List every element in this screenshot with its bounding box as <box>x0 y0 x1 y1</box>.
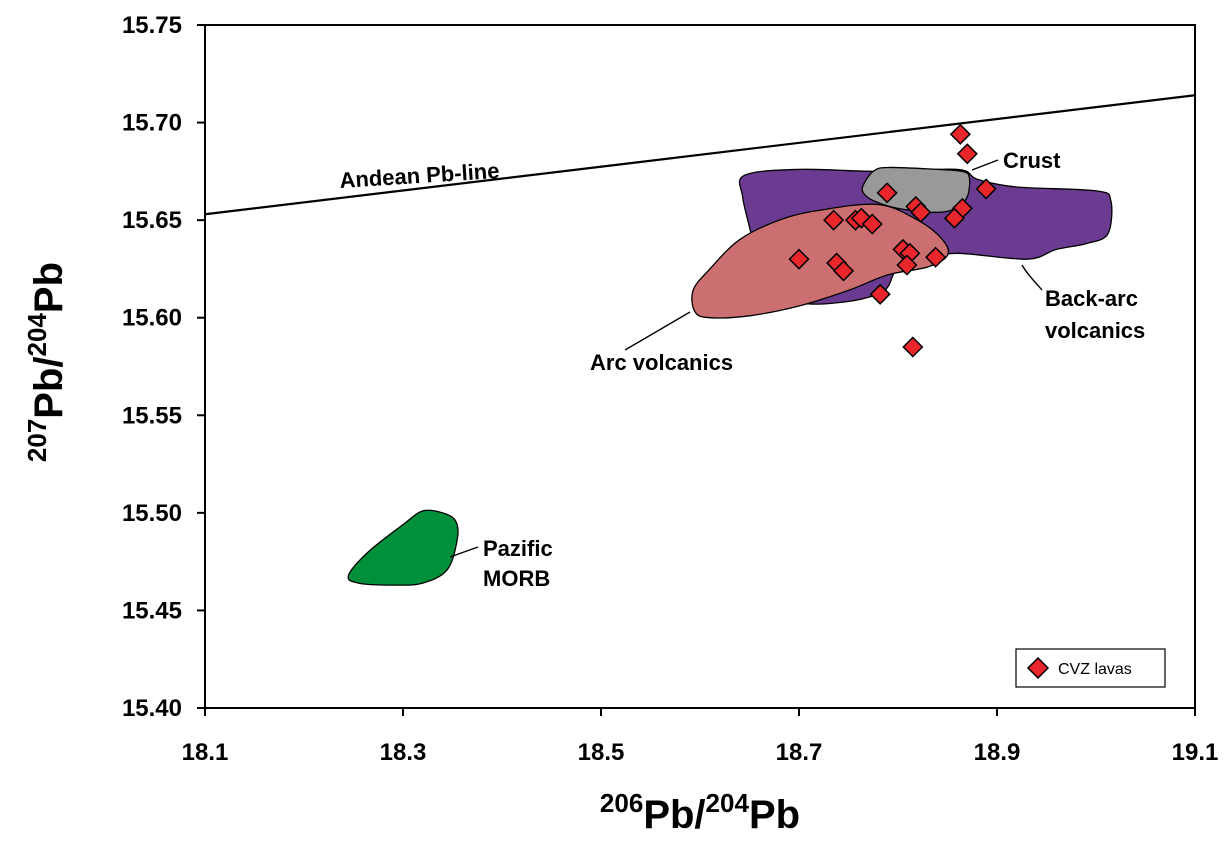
region-layer <box>347 166 1113 586</box>
data-point-cvz-lavas-18 <box>925 246 947 268</box>
andean-pb-line <box>205 94 1195 216</box>
crust-leader <box>971 159 999 171</box>
back-arc-label-line1: Back-arc <box>1045 286 1138 311</box>
y-tick-label: 15.65 <box>122 207 182 234</box>
y-axis-title-sup1: 207 <box>22 419 52 462</box>
legend: CVZ lavas <box>1015 648 1166 688</box>
data-point-cvz-lavas-0 <box>949 123 971 145</box>
region-arc-volcanics <box>691 203 950 319</box>
y-tick-label: 15.75 <box>122 12 182 39</box>
plot-area-frame <box>204 24 1196 709</box>
y-tick-label: 15.70 <box>122 110 182 137</box>
data-point-cvz-lavas-8 <box>823 209 845 231</box>
legend-marker-cvz-lavas <box>1026 656 1050 680</box>
x-tick-label: 18.1 <box>182 739 229 766</box>
x-tick-label: 18.5 <box>578 739 625 766</box>
x-tick-label: 19.1 <box>1172 739 1219 766</box>
x-tick-label: 18.7 <box>776 739 823 766</box>
data-point-cvz-lavas-17 <box>896 254 918 276</box>
reference-line-layer <box>205 94 1195 216</box>
data-point-cvz-lavas-5 <box>910 201 932 223</box>
data-point-cvz-lavas-7 <box>943 207 965 229</box>
x-axis-title-main2: Pb <box>749 793 800 837</box>
data-point-cvz-lavas-2 <box>975 178 997 200</box>
leader-lines <box>449 159 1043 558</box>
y-tick-label: 15.40 <box>122 695 182 722</box>
y-tick-label: 15.55 <box>122 402 182 429</box>
region-pazific-morb <box>347 509 459 586</box>
data-point-cvz-lavas-1 <box>956 143 978 165</box>
y-axis-title: 207Pb/204Pb <box>22 262 71 462</box>
morb-label-line1: Pazific <box>483 536 553 561</box>
data-point-cvz-lavas-20 <box>902 336 924 358</box>
y-tick-label: 15.60 <box>122 305 182 332</box>
x-tick-label: 18.3 <box>380 739 427 766</box>
data-point-cvz-lavas-3 <box>876 182 898 204</box>
y-tick-label: 15.45 <box>122 597 182 624</box>
data-point-cvz-lavas-11 <box>861 213 883 235</box>
back-arc-leader <box>1021 264 1043 291</box>
y-axis-title-main1: Pb/ <box>27 356 71 418</box>
arc-volcanics-leader <box>624 311 691 351</box>
data-point-cvz-lavas-19 <box>869 283 891 305</box>
x-axis: 18.1 18.3 18.5 18.7 18.9 19.1 <box>182 708 1219 766</box>
y-axis-title-main2: Pb <box>27 262 71 313</box>
y-axis-title-sup2: 204 <box>22 313 52 357</box>
legend-label-cvz-lavas: CVZ lavas <box>1058 661 1132 678</box>
data-point-cvz-lavas-14 <box>832 260 855 282</box>
data-point-cvz-lavas-12 <box>788 248 810 270</box>
y-tick-label: 15.50 <box>122 500 182 527</box>
x-axis-title-sup2: 204 <box>706 788 750 818</box>
arc-volcanics-label: Arc volcanics <box>590 350 733 375</box>
x-axis-title-sup1: 206 <box>600 788 643 818</box>
morb-leader <box>449 546 479 558</box>
points-layer <box>788 123 997 358</box>
x-tick-label: 18.9 <box>974 739 1021 766</box>
y-axis: 15.40 15.45 15.50 15.55 15.60 15.65 15.70 15.75 <box>122 12 205 722</box>
crust-label: Crust <box>1003 148 1061 173</box>
back-arc-label-line2: volcanics <box>1045 318 1145 343</box>
morb-label-line2: MORB <box>483 566 550 591</box>
x-axis-title: 206Pb/204Pb <box>600 788 800 837</box>
x-axis-title-main1: Pb/ <box>643 793 705 837</box>
